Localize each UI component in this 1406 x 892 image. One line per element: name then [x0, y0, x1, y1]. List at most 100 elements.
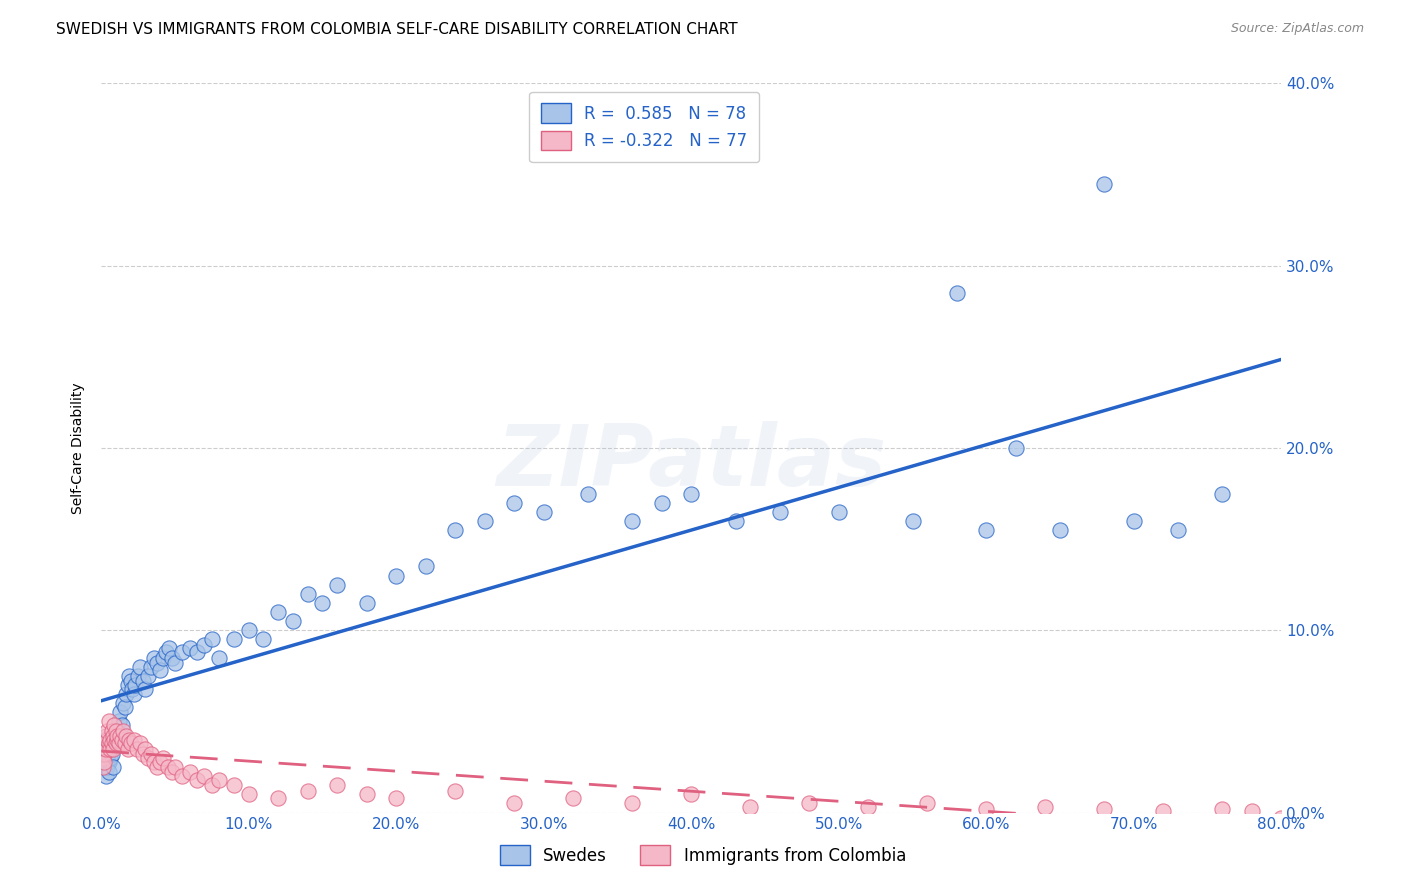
Point: [94, 741, 117, 756]
Point: [1152, 804, 1174, 818]
Point: [1167, 523, 1189, 537]
Point: [1005, 441, 1028, 455]
Point: [93, 755, 115, 769]
Point: [97, 755, 120, 769]
Point: [415, 559, 437, 574]
Point: [1240, 804, 1263, 818]
Point: [172, 769, 194, 783]
Point: [127, 669, 149, 683]
Point: [138, 669, 160, 683]
Point: [117, 678, 139, 692]
Point: [238, 624, 260, 638]
Point: [222, 778, 245, 792]
Point: [104, 736, 127, 750]
Point: [120, 736, 142, 750]
Point: [91, 751, 114, 765]
Point: [621, 514, 644, 528]
Point: [172, 645, 194, 659]
Point: [149, 755, 172, 769]
Text: Source: ZipAtlas.com: Source: ZipAtlas.com: [1230, 22, 1364, 36]
Point: [252, 632, 274, 647]
Point: [163, 760, 186, 774]
Point: [100, 736, 122, 750]
Point: [311, 596, 333, 610]
Point: [828, 505, 851, 519]
Point: [103, 732, 125, 747]
Point: [96, 751, 118, 765]
Point: [179, 765, 201, 780]
Point: [128, 659, 150, 673]
Point: [94, 729, 117, 743]
Point: [163, 656, 186, 670]
Point: [186, 772, 208, 787]
Point: [769, 505, 792, 519]
Point: [100, 747, 122, 762]
Point: [281, 614, 304, 628]
Point: [976, 523, 998, 537]
Point: [503, 496, 526, 510]
Point: [152, 650, 174, 665]
Text: SWEDISH VS IMMIGRANTS FROM COLOMBIA SELF-CARE DISABILITY CORRELATION CHART: SWEDISH VS IMMIGRANTS FROM COLOMBIA SELF…: [56, 22, 738, 37]
Point: [96, 723, 118, 738]
Point: [157, 641, 180, 656]
Point: [98, 732, 121, 747]
Point: [297, 587, 319, 601]
Point: [93, 747, 115, 762]
Point: [93, 732, 115, 747]
Point: [1211, 802, 1233, 816]
Point: [97, 714, 120, 729]
Point: [533, 505, 555, 519]
Point: [110, 706, 132, 720]
Point: [93, 760, 115, 774]
Point: [143, 650, 166, 665]
Point: [160, 765, 183, 780]
Y-axis label: Self-Care Disability: Self-Care Disability: [72, 382, 86, 514]
Point: [155, 645, 177, 659]
Point: [128, 736, 150, 750]
Point: [107, 729, 129, 743]
Point: [156, 760, 179, 774]
Point: [101, 741, 124, 756]
Point: [356, 596, 378, 610]
Point: [179, 641, 201, 656]
Point: [149, 664, 172, 678]
Point: [681, 787, 703, 801]
Point: [946, 286, 969, 301]
Point: [104, 723, 127, 738]
Point: [94, 741, 117, 756]
Point: [118, 669, 141, 683]
Point: [208, 772, 231, 787]
Point: [112, 723, 135, 738]
Point: [91, 751, 114, 765]
Point: [91, 760, 114, 774]
Point: [356, 787, 378, 801]
Point: [681, 486, 703, 500]
Point: [138, 751, 160, 765]
Point: [141, 659, 163, 673]
Point: [152, 751, 174, 765]
Point: [326, 577, 349, 591]
Point: [193, 638, 215, 652]
Point: [267, 605, 290, 619]
Point: [103, 718, 125, 732]
Point: [108, 736, 131, 750]
Point: [112, 696, 135, 710]
Point: [107, 723, 129, 738]
Point: [94, 736, 117, 750]
Point: [208, 650, 231, 665]
Point: [141, 747, 163, 762]
Point: [917, 797, 939, 811]
Point: [901, 514, 924, 528]
Point: [201, 778, 224, 792]
Point: [385, 568, 408, 582]
Point: [131, 747, 153, 762]
Point: [134, 681, 156, 696]
Point: [114, 699, 136, 714]
Point: [97, 765, 120, 780]
Point: [115, 687, 138, 701]
Point: [858, 800, 880, 814]
Point: [111, 732, 134, 747]
Point: [976, 802, 998, 816]
Point: [143, 755, 166, 769]
Point: [1122, 514, 1144, 528]
